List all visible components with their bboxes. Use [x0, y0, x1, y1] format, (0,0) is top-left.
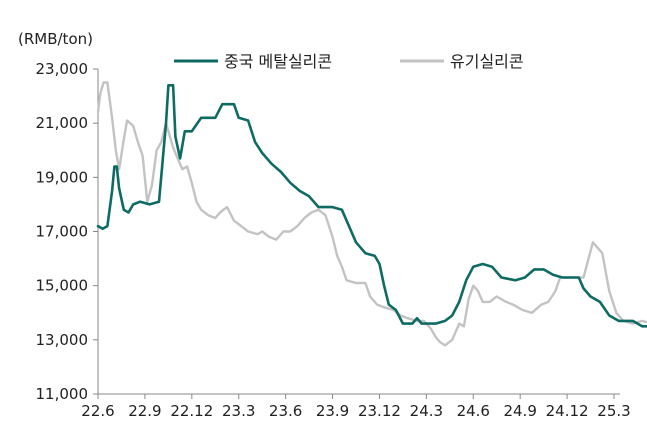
x-tick-label: 23.9: [316, 402, 349, 420]
x-tick-label: 23.3: [222, 402, 255, 420]
y-axis: 23,000 21,000 19,000 17,000 15,000 13,000 11,0…: [36, 60, 99, 403]
x-tick-label: 22.6: [81, 402, 114, 420]
legend-label-organic-silicon: 유기실리콘: [450, 52, 524, 71]
y-tick-label: 19,000: [36, 168, 89, 186]
x-tick-label: 23.6: [269, 402, 302, 420]
x-axis: 22.6 22.9 22.12 23.3 23.6 23.9 23.12 24.3 24.6 24…: [81, 393, 631, 420]
x-tick-label: 23.12: [358, 402, 401, 420]
legend: 중국 메탈실리콘 유기실리콘: [174, 52, 524, 71]
y-tick-label: 21,000: [36, 114, 89, 132]
x-tick-label: 24.6: [457, 402, 490, 420]
y-tick-label: 17,000: [36, 223, 89, 241]
legend-label-metal-silicon: 중국 메탈실리콘: [224, 52, 332, 71]
x-tick-label: 22.9: [128, 402, 161, 420]
y-tick-label: 11,000: [36, 385, 89, 403]
y-tick-label: 13,000: [36, 331, 89, 349]
x-tick-label: 24.9: [503, 402, 536, 420]
y-tick-label: 15,000: [36, 277, 89, 295]
y-unit-label: (RMB/ton): [18, 30, 93, 48]
x-tick-label: 24.12: [546, 402, 589, 420]
series-line-organic-silicon: [96, 81, 647, 347]
series-layer: [96, 81, 647, 347]
x-tick-label: 22.12: [170, 402, 213, 420]
y-tick-label: 23,000: [36, 60, 89, 78]
series-line-metal-silicon: [96, 84, 647, 328]
x-tick-label: 25.3: [597, 402, 630, 420]
x-tick-label: 24.3: [410, 402, 443, 420]
